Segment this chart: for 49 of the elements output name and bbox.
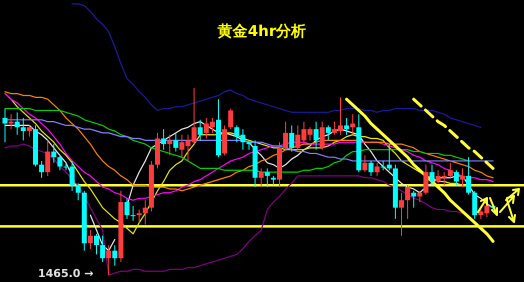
candlestick: [45, 140, 50, 176]
candlestick: [454, 170, 459, 186]
candlestick: [8, 114, 14, 130]
chart-title: 黄金4hr分析: [216, 22, 306, 40]
candlestick: [399, 192, 404, 236]
candlestick: [26, 124, 32, 138]
candlestick: [51, 144, 56, 164]
candlestick: [423, 164, 428, 196]
annotation: 1465.0 →: [38, 267, 94, 280]
candlestick: [20, 117, 26, 141]
candlestick: [417, 190, 422, 203]
candlestick: [130, 205, 136, 222]
candlestick: [368, 160, 374, 176]
candlestick: [142, 200, 148, 226]
candlestick: [466, 156, 472, 196]
candlestick: [57, 154, 62, 171]
candlestick: [289, 124, 294, 152]
candlestick: [76, 182, 81, 201]
candlestick: [258, 168, 264, 188]
candlestick: [430, 164, 434, 186]
candlestick: [350, 114, 356, 134]
candlestick: [405, 184, 410, 220]
candlestick: [460, 168, 465, 188]
candlestick: [124, 198, 130, 220]
candlestick: [2, 108, 8, 143]
candlestick: [411, 190, 416, 208]
candlestick: [326, 124, 331, 141]
candlestick: [362, 154, 368, 173]
candlestick: [100, 235, 106, 262]
candlestick: [246, 140, 252, 150]
candlestick: [472, 190, 478, 220]
candlestick: [344, 117, 350, 136]
candlestick: [283, 121, 288, 150]
candlestick: [198, 119, 203, 141]
candlestick: [88, 230, 93, 250]
candlestick: [167, 134, 172, 156]
candlestick: [228, 108, 234, 130]
candlestick: [320, 121, 325, 150]
candlestick: [314, 121, 319, 150]
candlestick: [448, 162, 453, 178]
candlestick: [161, 128, 166, 150]
candlestick: [94, 233, 99, 255]
candlestick: [173, 132, 178, 152]
candlestick: [112, 244, 118, 266]
candlestick: [39, 160, 44, 178]
candlestick: [374, 162, 380, 176]
candlestick: [106, 244, 112, 276]
candlestick: [14, 112, 20, 136]
candlestick: [264, 168, 270, 188]
